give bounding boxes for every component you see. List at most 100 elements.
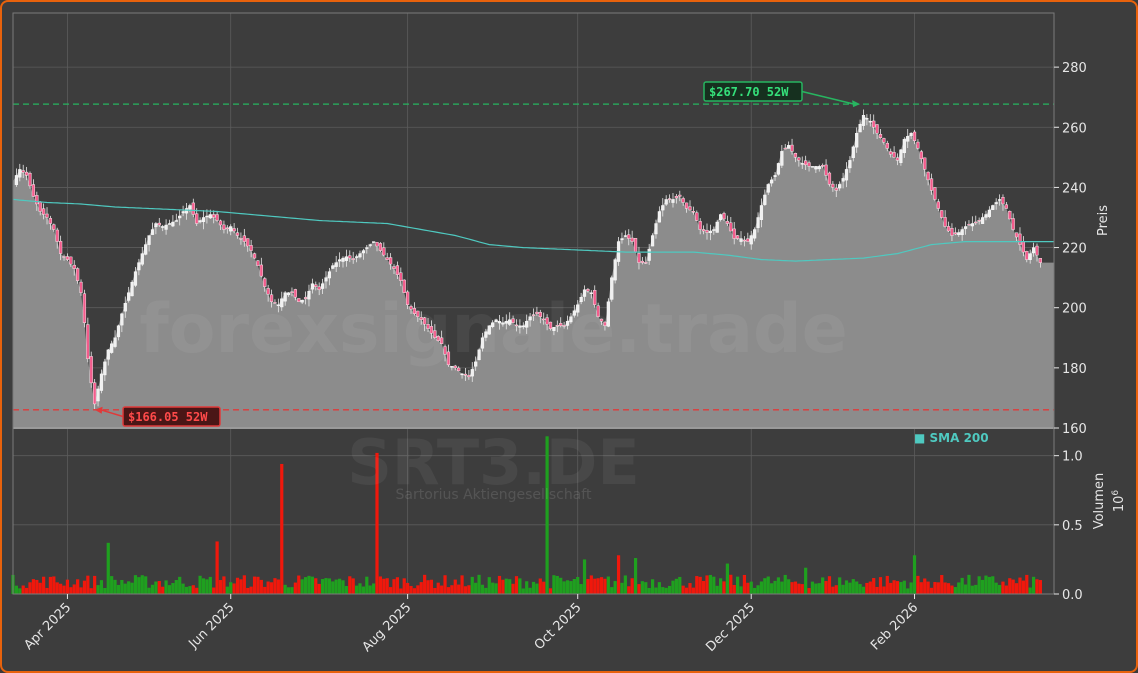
ticker-watermark: SRT3.DE — [347, 426, 639, 499]
volume-bar — [167, 585, 172, 594]
candle-body — [562, 325, 566, 327]
candle-body — [545, 317, 549, 325]
volume-bar — [912, 555, 917, 594]
candle-body — [579, 296, 583, 303]
volume-bar — [593, 578, 597, 594]
candle-body — [365, 247, 369, 249]
volume-bar — [42, 576, 46, 594]
volume-bar — [858, 584, 862, 594]
candle-body — [1008, 211, 1012, 220]
volume-bar — [317, 583, 321, 594]
volume-bar — [120, 579, 124, 594]
volume-bar — [201, 578, 206, 594]
candle-body — [208, 214, 212, 219]
candle-body — [531, 314, 536, 316]
volume-bar — [337, 578, 342, 594]
candle-body — [508, 319, 512, 325]
volume-bar — [841, 584, 845, 594]
volume-bar — [776, 577, 781, 594]
volume-bar — [467, 585, 471, 594]
volume-bar — [804, 567, 808, 594]
candle-body — [919, 151, 923, 160]
candle-body — [82, 293, 87, 323]
volume-bar — [263, 586, 267, 594]
candle-body — [953, 232, 957, 235]
volume-bar — [314, 578, 318, 594]
candle-body — [633, 238, 638, 253]
volume-bar — [725, 563, 730, 594]
candle-body — [827, 172, 832, 185]
volume-bar — [817, 583, 821, 594]
date-tick-label: Dec 2025 — [703, 600, 758, 655]
volume-bar — [38, 582, 42, 594]
candle-body — [178, 215, 182, 219]
candle-body — [807, 162, 811, 167]
volume-bar — [1028, 587, 1032, 594]
volume-bar — [494, 583, 498, 594]
volume-bar — [909, 582, 913, 594]
volume-bar — [559, 577, 563, 594]
candle-body — [76, 268, 80, 281]
candle-body — [382, 247, 386, 256]
volume-bar — [736, 576, 740, 594]
volume-bar — [354, 585, 359, 594]
volume-bar — [800, 584, 804, 594]
candle-body — [361, 250, 366, 254]
volume-bar — [756, 585, 760, 594]
volume-bar — [491, 582, 495, 594]
volume-bar — [399, 588, 403, 594]
volume-bar — [235, 577, 240, 594]
candle-body — [433, 330, 437, 338]
candle-body — [793, 153, 798, 158]
candle-body — [409, 306, 413, 310]
volume-bar — [130, 582, 134, 594]
volume-bar — [1038, 580, 1042, 594]
candle-body — [171, 221, 175, 227]
candle-body — [103, 361, 107, 376]
candle-body — [708, 230, 713, 233]
volume-bar — [773, 580, 777, 594]
volume-bar — [164, 580, 168, 594]
volume-bar — [463, 586, 468, 594]
volume-bar — [147, 587, 151, 594]
volume-bar — [929, 587, 934, 594]
candle-body — [698, 221, 702, 230]
high-52w-arrowhead — [852, 100, 861, 108]
volume-bar — [86, 575, 90, 594]
volume-bar — [889, 582, 893, 594]
volume-bar — [579, 584, 583, 594]
candle-body — [804, 160, 808, 166]
volume-bar — [392, 579, 396, 594]
candle-body — [123, 302, 127, 312]
volume-bar — [195, 587, 199, 594]
candle-body — [528, 316, 532, 321]
volume-bar — [623, 575, 627, 594]
volume-bar — [269, 582, 274, 594]
low-52w-arrowhead — [94, 406, 103, 414]
candle-body — [872, 120, 876, 128]
candle-body — [310, 283, 314, 290]
candle-body — [48, 218, 53, 224]
candle-body — [688, 206, 692, 211]
volume-bar — [681, 585, 685, 594]
volume-bar — [222, 576, 226, 594]
volume-bar — [599, 577, 604, 594]
candle-body — [899, 149, 903, 163]
candle-body — [882, 138, 886, 143]
volume-bar — [868, 581, 872, 594]
volume-bar — [661, 587, 665, 594]
candle-body — [576, 304, 580, 313]
volume-bar — [409, 585, 413, 594]
candle-body — [559, 323, 563, 326]
candle-body — [372, 241, 376, 243]
candle-body — [923, 157, 927, 170]
date-tick-label: Oct 2025 — [532, 600, 585, 653]
volume-bar — [902, 580, 906, 594]
volume-bar — [674, 578, 678, 594]
candle-body — [974, 221, 978, 224]
volume-bar — [633, 558, 638, 594]
candle-body — [902, 139, 906, 154]
volume-bar — [103, 587, 107, 594]
candle-body — [678, 194, 682, 197]
candle-body — [589, 292, 593, 294]
